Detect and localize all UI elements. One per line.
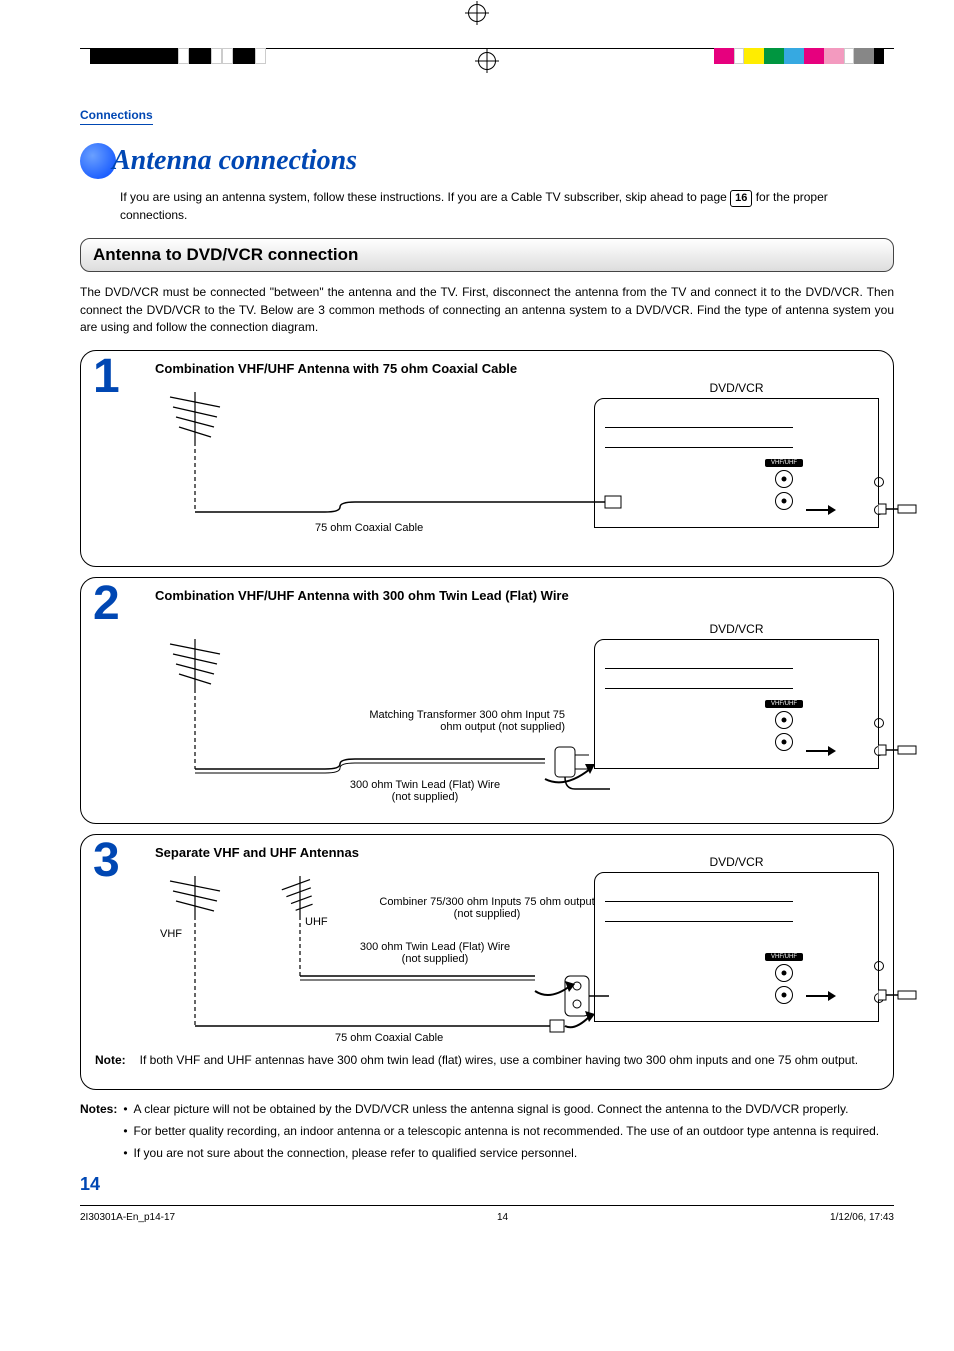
note-item: If you are not sure about the connection… [134,1144,578,1162]
port-in [775,711,793,729]
port-in [775,964,793,982]
diagram-title: Separate VHF and UHF Antennas [155,845,879,860]
footer: 2I30301A-En_p14-17 14 1/12/06, 17:43 [80,1205,894,1223]
note-item: A clear picture will not be obtained by … [134,1100,849,1118]
arrow-icon [806,744,836,758]
manual-page: Connections Antenna connections If you a… [0,0,954,1253]
device-label: DVD/VCR [709,855,763,869]
port-out [775,492,793,510]
footer-left: 2I30301A-En_p14-17 [80,1212,175,1223]
port-out [775,733,793,751]
registration-mark-top [478,52,496,70]
port-in [775,470,793,488]
device-box: DVD/VCR VHF/UHF [594,398,879,528]
page-number: 14 [80,1174,894,1195]
side-connector [874,718,884,728]
port-out [775,986,793,1004]
diagram-number: 3 [93,833,120,888]
registration-mark-bottom [468,4,486,22]
side-connector [874,477,884,487]
section-label: Connections [80,108,153,125]
page-title: Antenna connections [112,145,357,177]
footer-right: 1/12/06, 17:43 [830,1212,894,1223]
diagram-3: 3 Separate VHF and UHF Antennas VHF [80,834,894,1090]
wire-label: 300 ohm Twin Lead (Flat) Wire (not suppl… [325,779,525,803]
combiner-label: Combiner 75/300 ohm Inputs 75 ohm output… [357,896,617,920]
wire-label: 300 ohm Twin Lead (Flat) Wire (not suppl… [335,941,535,965]
output-cable-icon [878,501,918,517]
output-cable-icon [878,742,918,758]
diagram-1: 1 Combination VHF/UHF Antenna with 75 oh… [80,350,894,567]
body-text: The DVD/VCR must be connected "between" … [80,284,894,336]
notes-label: Notes: [80,1100,117,1166]
intro-text: If you are using an antenna system, foll… [120,189,894,224]
notes-section: Notes: •A clear picture will not be obta… [80,1100,894,1166]
subsection-heading: Antenna to DVD/VCR connection [80,238,894,272]
diagram-2: 2 Combination VHF/UHF Antenna with 300 o… [80,577,894,824]
cable-path [195,382,625,542]
diagram-title: Combination VHF/UHF Antenna with 75 ohm … [155,361,879,376]
note-item: For better quality recording, an indoor … [134,1122,880,1140]
cable-label: 75 ohm Coaxial Cable [315,522,423,534]
diagram-note: Note: If both VHF and UHF antennas have … [95,1052,879,1069]
page-ref-badge: 16 [730,190,752,207]
page-title-row: Antenna connections [80,143,894,179]
side-connector [874,961,884,971]
cable-path [195,609,645,799]
output-cable-icon [878,987,918,1003]
diagram-content: Matching Transformer 300 ohm Input 75 oh… [155,609,879,809]
diagram-title: Combination VHF/UHF Antenna with 300 ohm… [155,588,879,603]
print-marks-top [80,48,894,88]
footer-center: 14 [497,1212,508,1223]
diagram-content: 75 ohm Coaxial Cable DVD/VCR VHF/UHF [155,382,879,552]
coax-label: 75 ohm Coaxial Cable [335,1032,443,1044]
arrow-icon [806,503,836,517]
arrow-icon [806,989,836,1003]
color-bar-left [90,48,266,64]
vhf-label: VHF [160,928,182,940]
diagram-number: 2 [93,576,120,631]
device-panel: VHF/UHF [765,953,803,1013]
device-box: DVD/VCR VHF/UHF [594,872,879,1022]
color-bar-right [714,48,884,64]
device-box: DVD/VCR VHF/UHF [594,639,879,769]
device-panel: VHF/UHF [765,459,803,519]
title-ornament [80,143,116,179]
transformer-label: Matching Transformer 300 ohm Input 75 oh… [305,709,565,733]
diagram-content: VHF UHF [155,866,879,1046]
device-label: DVD/VCR [709,622,763,636]
diagram-number: 1 [93,349,120,404]
device-label: DVD/VCR [709,381,763,395]
device-panel: VHF/UHF [765,700,803,760]
